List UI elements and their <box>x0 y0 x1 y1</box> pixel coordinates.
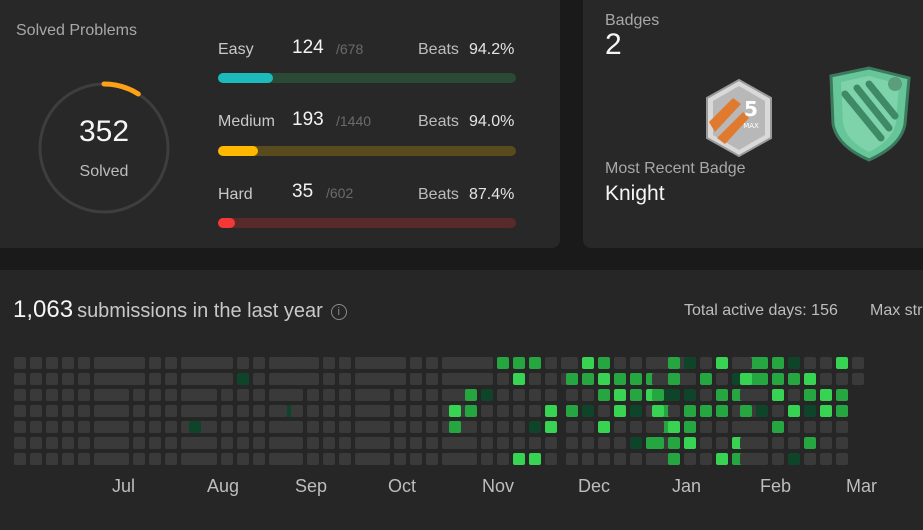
month-label-nov: Nov <box>482 476 515 496</box>
submissions-count: 1,063 <box>13 296 74 323</box>
easy-solved-count: 124 <box>292 37 324 58</box>
badges-count: 2 <box>605 28 622 61</box>
month-label-dec: Dec <box>578 476 611 496</box>
solved-problems-title: Solved Problems <box>16 22 137 39</box>
hard-progress-bar <box>218 218 516 228</box>
hard-label: Hard <box>218 186 253 203</box>
solved-count-label: Solved <box>79 163 129 180</box>
hard-solved-count: 35 <box>292 181 314 202</box>
easy-beats-label: Beats <box>418 41 459 58</box>
total-active-days: Total active days: 156 <box>684 302 838 319</box>
max-streak: Max str <box>870 302 923 319</box>
month-label-oct: Oct <box>388 476 417 496</box>
solved-count: 352 <box>78 115 130 148</box>
most-recent-badge-name: Knight <box>605 182 665 205</box>
solved-problems-card <box>0 0 560 248</box>
medium-beats-label: Beats <box>418 113 459 130</box>
hard-beats-label: Beats <box>418 186 459 203</box>
easy-label: Easy <box>218 41 254 58</box>
month-label-feb: Feb <box>760 476 792 496</box>
month-label-sep: Sep <box>295 476 328 496</box>
hard-beats-value: 87.4% <box>469 186 515 203</box>
badges-card: Badges 2 5 MAX Most Recent Badge Knight <box>583 0 923 248</box>
easy-progress-fill <box>218 73 273 83</box>
badge-sub-text: MAX <box>743 122 759 130</box>
medium-solved-count: 193 <box>292 109 324 130</box>
medium-progress-bar <box>218 146 516 156</box>
hard-total-count: /602 <box>326 185 354 201</box>
month-label-jul: Jul <box>112 476 136 496</box>
info-icon[interactable]: i <box>330 304 347 320</box>
knight-badge-icon[interactable] <box>823 66 915 162</box>
medium-total-count: /1440 <box>336 113 372 129</box>
month-label-jan: Jan <box>672 476 702 496</box>
month-label-mar: Mar <box>846 476 877 496</box>
badges-label: Badges <box>605 12 660 29</box>
easy-progress-bar <box>218 73 516 83</box>
submissions-text: submissions in the last year <box>77 300 323 322</box>
easy-beats-value: 94.2% <box>469 41 515 58</box>
medium-progress-fill <box>218 146 258 156</box>
easy-total-count: /678 <box>336 41 364 57</box>
submissions-summary: 1,063 submissions in the last year i <box>13 296 347 324</box>
medium-label: Medium <box>218 113 275 130</box>
hard-progress-fill <box>218 218 236 228</box>
month-label-aug: Aug <box>207 476 240 496</box>
medium-beats-value: 94.0% <box>469 113 515 130</box>
badge-number: 5 <box>744 97 758 121</box>
solved-progress-ring <box>37 81 171 215</box>
study-plan-badge-icon[interactable]: 5 MAX <box>703 78 775 158</box>
most-recent-badge-label: Most Recent Badge <box>605 160 746 177</box>
